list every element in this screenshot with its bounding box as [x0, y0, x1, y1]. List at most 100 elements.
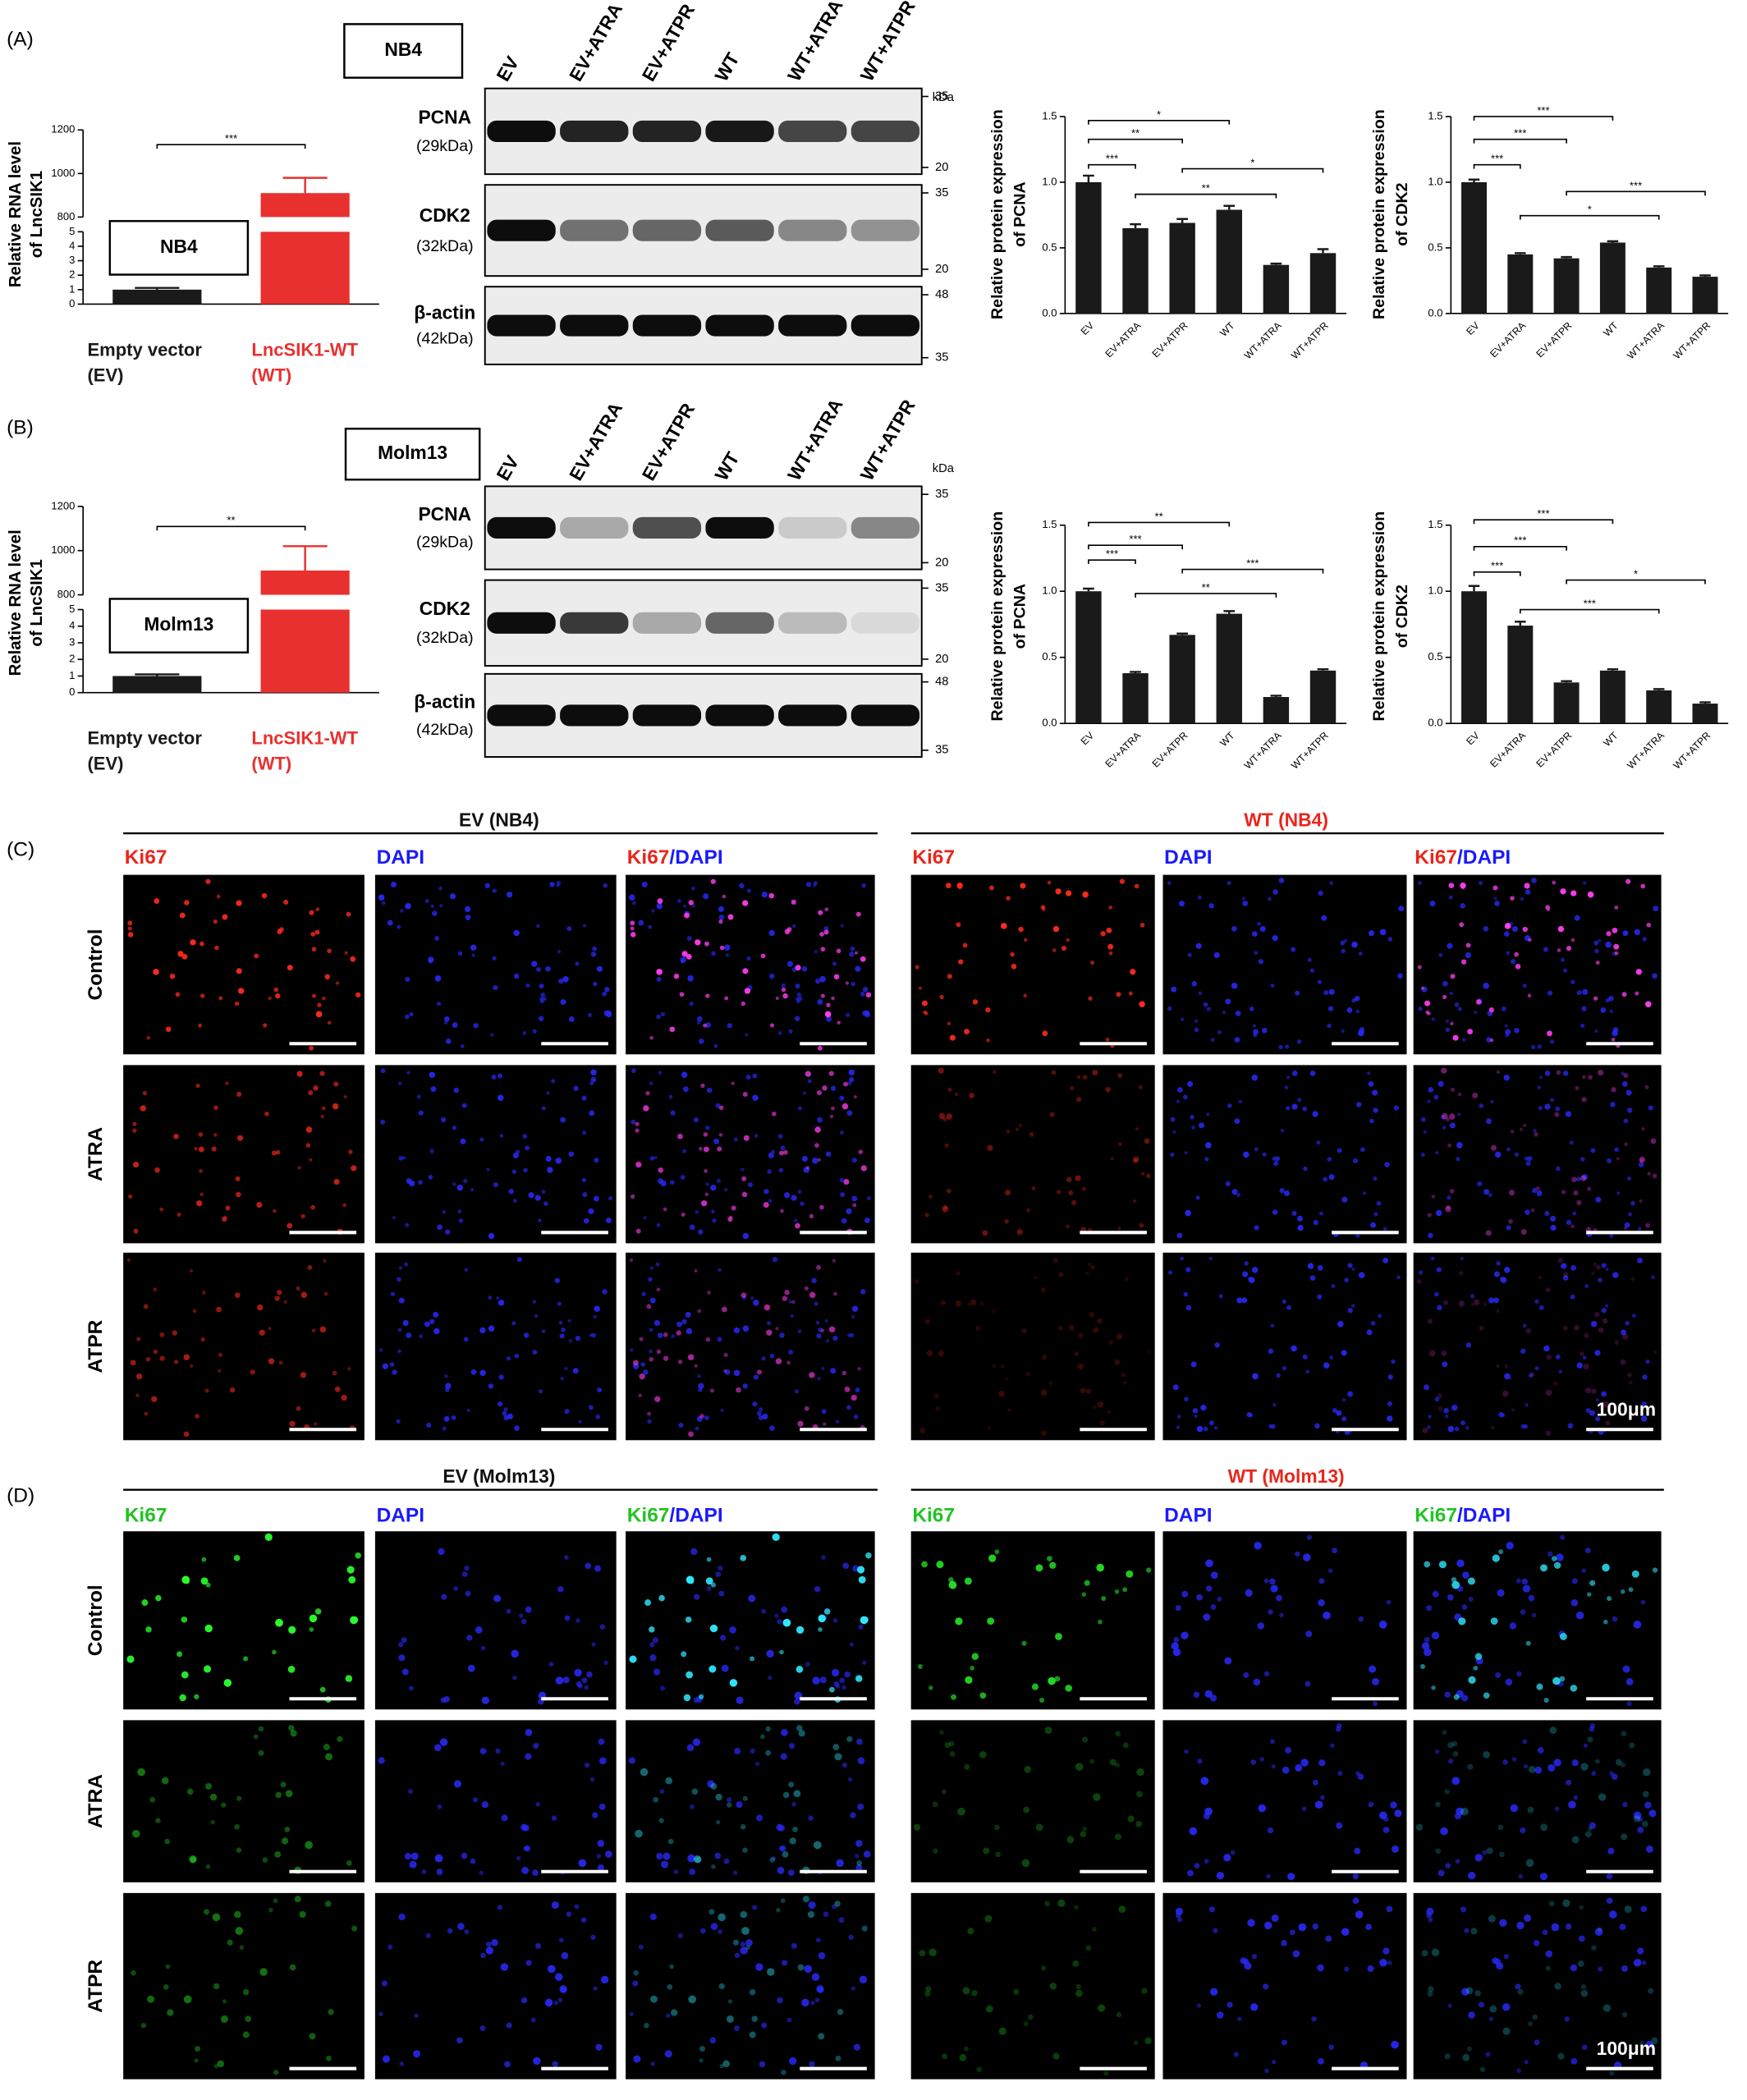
cell	[390, 881, 397, 888]
cell	[442, 1426, 447, 1431]
cell	[177, 1212, 181, 1217]
cell	[1614, 951, 1619, 956]
cell	[1447, 2003, 1452, 2008]
cell	[1530, 1372, 1535, 1377]
cell	[1639, 1199, 1643, 1204]
cell	[1127, 1815, 1135, 1823]
cell	[1355, 1233, 1360, 1238]
cell	[740, 1823, 746, 1830]
cell	[790, 1314, 795, 1318]
x-tick-label: EV+ATRA	[1103, 729, 1143, 769]
cell	[805, 1071, 811, 1077]
cell	[604, 987, 610, 993]
bar	[1169, 635, 1195, 724]
cell	[1092, 1405, 1097, 1410]
cell	[944, 1143, 949, 1148]
cell	[443, 1695, 450, 1703]
cell	[568, 1016, 575, 1022]
blot-band	[851, 612, 920, 634]
cell	[842, 1562, 850, 1570]
cell	[1387, 1401, 1392, 1407]
cell	[317, 1002, 322, 1007]
cell	[1451, 1777, 1460, 1786]
cell	[649, 1081, 653, 1086]
cell	[1489, 1038, 1494, 1043]
cell	[1323, 1362, 1330, 1369]
bar	[1309, 253, 1337, 314]
cell	[1609, 1233, 1614, 1238]
cell	[722, 894, 727, 899]
cell	[691, 886, 695, 891]
cell	[819, 1676, 827, 1684]
blot-band	[632, 612, 702, 634]
cell	[522, 1134, 528, 1139]
cell	[1090, 1264, 1096, 1270]
y-tick-label: 3	[69, 254, 75, 266]
cell	[418, 1180, 423, 1185]
cell	[460, 1043, 465, 1048]
cell	[1438, 1561, 1447, 1569]
cell	[752, 1094, 759, 1102]
cell	[204, 1909, 210, 1915]
cell	[1488, 1914, 1496, 1923]
y-tick-label: 4	[69, 239, 75, 251]
cell	[1270, 1739, 1275, 1745]
cell	[763, 1189, 769, 1194]
cell	[164, 1838, 170, 1845]
cell	[1515, 1983, 1521, 1990]
cell	[402, 1156, 406, 1160]
cell	[1465, 1426, 1470, 1430]
cell	[797, 1420, 804, 1427]
bar	[1309, 670, 1337, 724]
cell	[1254, 1542, 1262, 1550]
cell	[268, 996, 272, 1001]
cell	[186, 1788, 194, 1795]
cell	[532, 1869, 539, 1877]
cell	[1314, 1423, 1320, 1429]
cell	[1424, 1384, 1430, 1391]
cell	[1098, 1619, 1103, 1625]
cell	[846, 1208, 852, 1215]
significance-bracket	[156, 144, 306, 149]
cell	[1478, 2001, 1485, 2008]
cell	[855, 911, 861, 917]
cell	[288, 1725, 295, 1731]
cell	[1631, 1570, 1639, 1578]
cell	[545, 1155, 552, 1162]
cell	[791, 924, 796, 928]
cell	[379, 1348, 383, 1352]
error-bar	[1176, 632, 1189, 635]
cell	[323, 1259, 327, 1263]
significance-bracket	[1519, 608, 1660, 614]
cell	[259, 1329, 265, 1336]
cell	[703, 893, 709, 900]
cell	[1193, 1691, 1200, 1699]
cell	[1428, 1087, 1434, 1093]
cell	[828, 1326, 836, 1333]
cell	[988, 885, 994, 891]
x-tick-label: EV+ATPR	[1150, 730, 1190, 770]
cell	[677, 1133, 683, 1139]
cell	[700, 1200, 708, 1207]
cell	[816, 1985, 824, 1993]
cell	[296, 1286, 300, 1291]
cell	[1318, 1211, 1323, 1216]
cell	[324, 1753, 333, 1761]
cell	[1259, 1757, 1265, 1762]
cell	[348, 1149, 353, 1154]
cell	[1460, 883, 1466, 889]
cell	[1105, 1087, 1111, 1093]
cell	[561, 1327, 566, 1332]
cell	[656, 976, 662, 982]
cell	[1552, 880, 1557, 885]
cell	[1571, 1176, 1577, 1183]
cell	[560, 998, 566, 1005]
cell	[1515, 964, 1521, 970]
cell	[1496, 1261, 1501, 1266]
cell	[1198, 991, 1203, 996]
cell	[841, 1103, 849, 1110]
y-tick-label: 1.0	[1042, 175, 1057, 187]
cell	[719, 2064, 724, 2069]
cell	[591, 1332, 597, 1338]
cell	[520, 1618, 527, 1625]
